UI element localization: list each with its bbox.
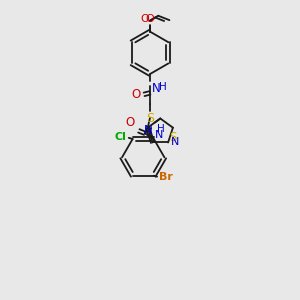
Text: Br: Br bbox=[158, 172, 172, 182]
Text: N: N bbox=[144, 124, 152, 137]
Text: O: O bbox=[126, 116, 135, 129]
Text: N: N bbox=[155, 130, 163, 140]
Text: N: N bbox=[152, 82, 160, 95]
Text: S: S bbox=[146, 112, 154, 125]
Text: Cl: Cl bbox=[115, 132, 127, 142]
Text: H: H bbox=[159, 82, 167, 92]
Text: N: N bbox=[171, 137, 179, 148]
Text: O: O bbox=[131, 88, 141, 101]
Text: S: S bbox=[169, 130, 177, 144]
Text: H: H bbox=[157, 124, 165, 134]
Text: O: O bbox=[140, 14, 149, 24]
Text: O: O bbox=[146, 14, 154, 24]
